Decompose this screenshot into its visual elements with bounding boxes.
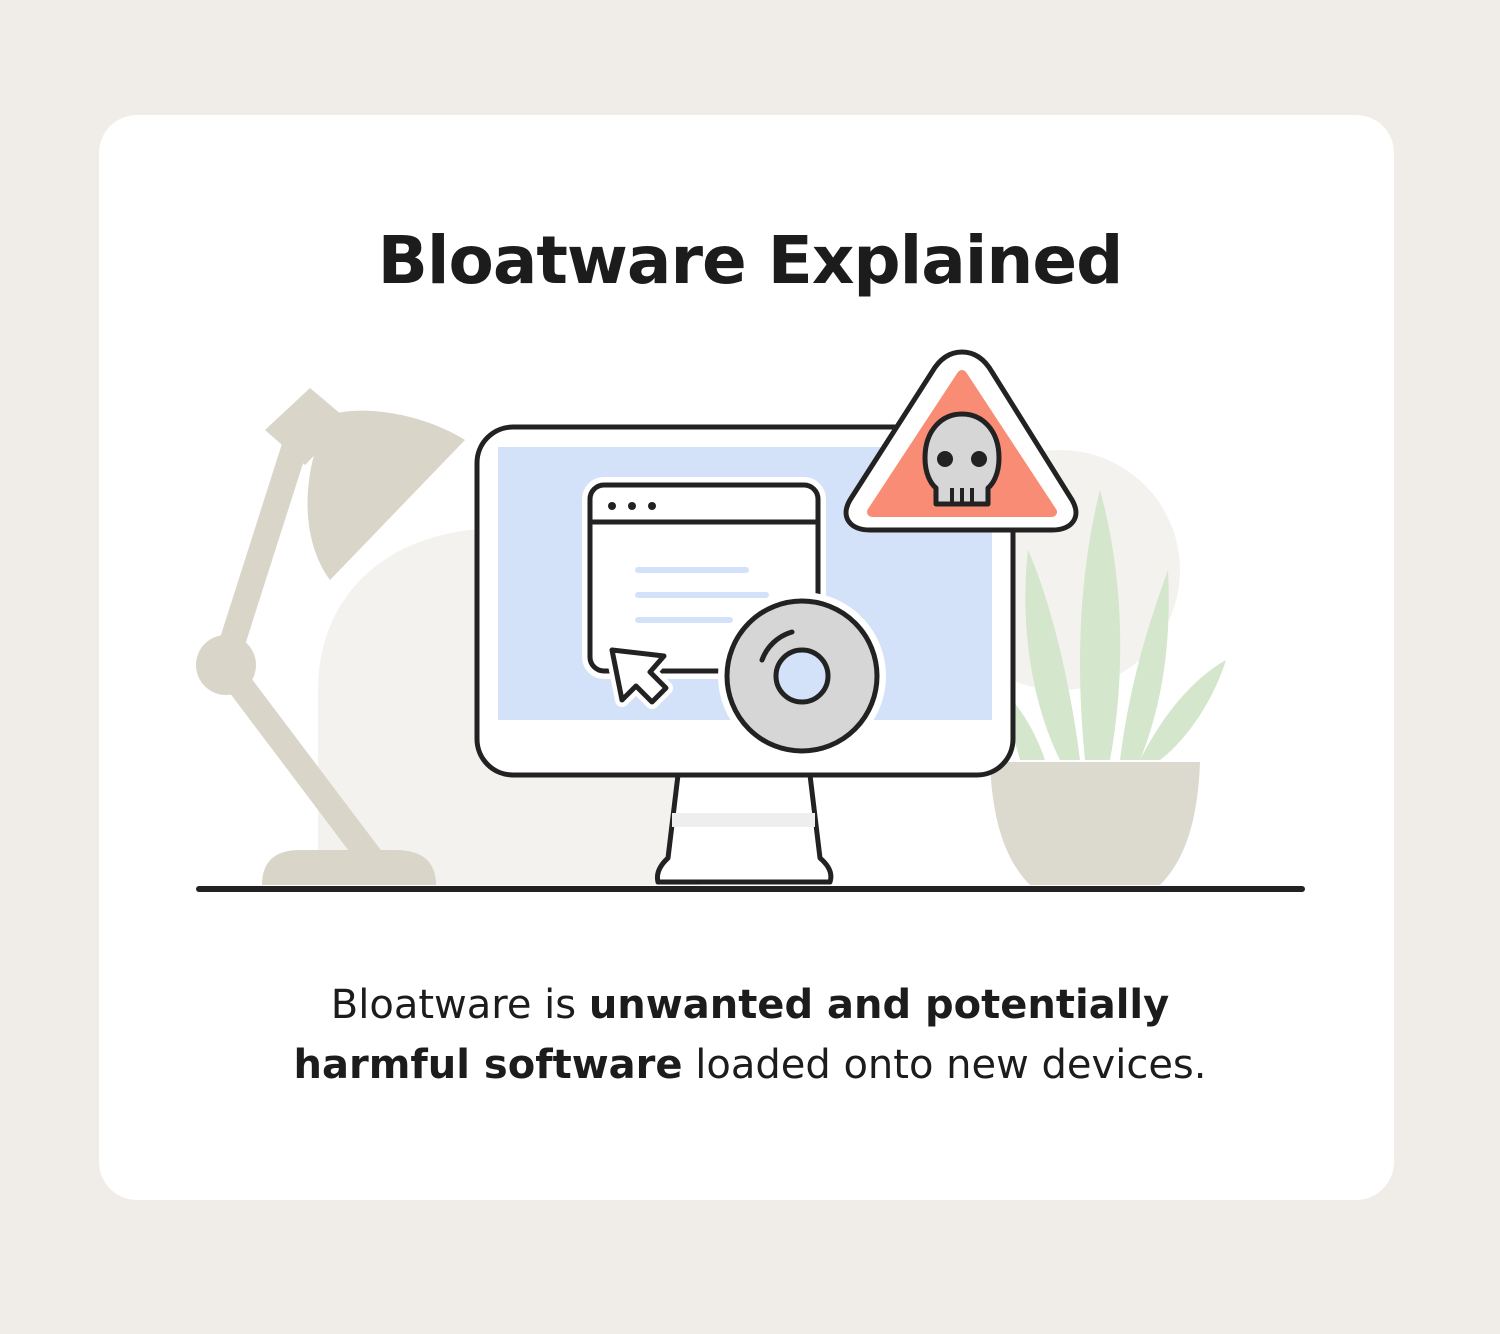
warning-skull-icon [843,349,1079,533]
page-title: Bloatware Explained [377,222,1124,299]
caption-line2-plain: loaded onto new devices. [682,1042,1207,1088]
disc-icon [718,592,886,760]
caption: Bloatware is unwanted and potentially ha… [0,975,1500,1095]
caption-line1-bold: unwanted and potentially [588,982,1170,1028]
caption-line1-plain: Bloatware is [330,982,589,1028]
cursor-icon [605,643,673,709]
monitor-stand [655,772,834,885]
caption-line2-bold: harmful software [293,1042,683,1088]
desk-lamp-icon [196,388,465,885]
